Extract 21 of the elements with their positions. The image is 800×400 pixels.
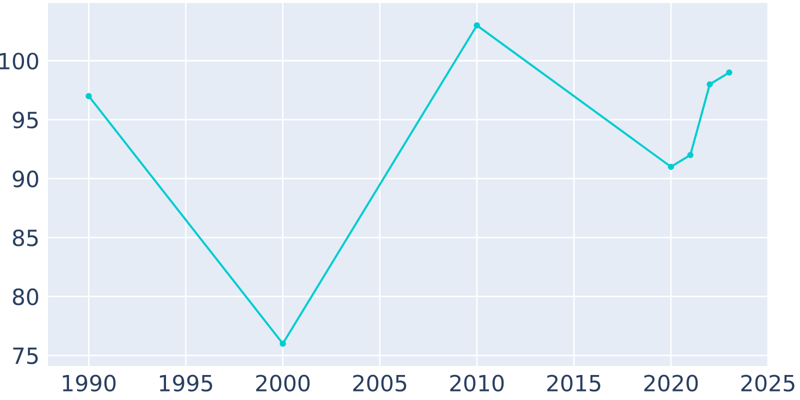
x-tick-label: 2025 (741, 374, 794, 392)
point (687, 152, 694, 158)
x-tick-label: 2015 (547, 374, 600, 392)
y-tick-label: 75 (13, 348, 38, 364)
point (474, 22, 480, 29)
point (706, 81, 713, 88)
point (726, 69, 732, 76)
point (280, 340, 286, 347)
point (668, 164, 674, 170)
x-tick-label: 2005 (353, 374, 406, 392)
x-tick-label: 2020 (644, 374, 698, 392)
x-tick-label: 2010 (450, 374, 504, 392)
x-tick-label: 1995 (160, 374, 212, 392)
y-tick-label: 80 (12, 288, 38, 306)
x-tick-label: 2000 (256, 374, 310, 392)
x-tick-label: 1990 (62, 374, 116, 392)
y-tick-label: 100 (0, 52, 38, 70)
point (86, 92, 92, 100)
y-tick-label: 95 (12, 112, 38, 128)
y-tick-label: 85 (12, 229, 38, 246)
y-tick-label: 90 (12, 170, 38, 188)
